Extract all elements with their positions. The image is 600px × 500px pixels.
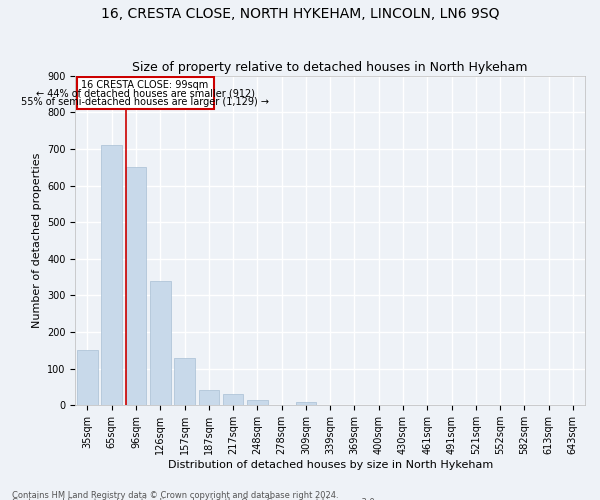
Text: 16 CRESTA CLOSE: 99sqm: 16 CRESTA CLOSE: 99sqm	[82, 80, 209, 90]
Bar	[77, 350, 98, 405]
Bar	[199, 390, 219, 405]
Bar	[101, 145, 122, 405]
Bar	[296, 402, 316, 405]
Text: 55% of semi-detached houses are larger (1,129) →: 55% of semi-detached houses are larger (…	[21, 97, 269, 107]
Bar	[247, 400, 268, 405]
Text: ← 44% of detached houses are smaller (912): ← 44% of detached houses are smaller (91…	[35, 88, 254, 98]
Text: Contains HM Land Registry data © Crown copyright and database right 2024.: Contains HM Land Registry data © Crown c…	[12, 490, 338, 500]
Y-axis label: Number of detached properties: Number of detached properties	[32, 153, 41, 328]
Title: Size of property relative to detached houses in North Hykeham: Size of property relative to detached ho…	[133, 62, 528, 74]
X-axis label: Distribution of detached houses by size in North Hykeham: Distribution of detached houses by size …	[167, 460, 493, 470]
Bar	[150, 280, 170, 405]
FancyBboxPatch shape	[77, 78, 214, 108]
Text: 16, CRESTA CLOSE, NORTH HYKEHAM, LINCOLN, LN6 9SQ: 16, CRESTA CLOSE, NORTH HYKEHAM, LINCOLN…	[101, 8, 499, 22]
Text: Contains public sector information licensed under the Open Government Licence v3: Contains public sector information licen…	[12, 498, 377, 500]
Bar	[223, 394, 244, 405]
Bar	[174, 358, 195, 405]
Bar	[125, 167, 146, 405]
